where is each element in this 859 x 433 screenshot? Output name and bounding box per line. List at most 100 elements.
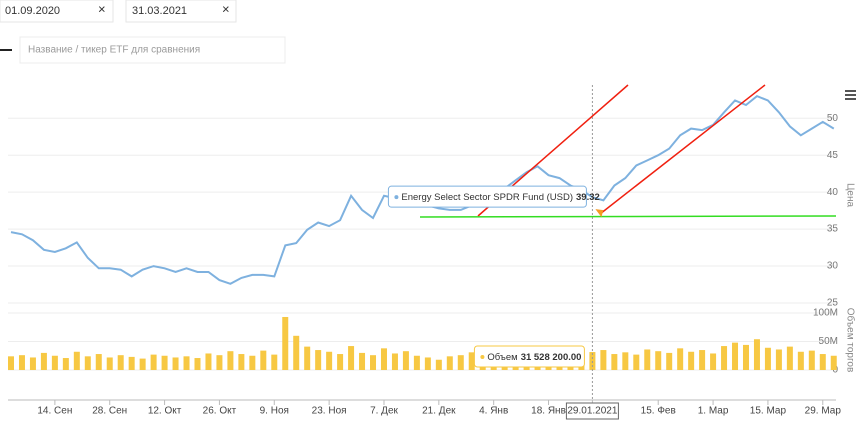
volume-bar bbox=[370, 355, 377, 370]
menu-icon[interactable] bbox=[845, 90, 856, 100]
price-tooltip-text: Energy Select Sector SPDR Fund (USD) 39.3… bbox=[401, 192, 599, 203]
volume-bar bbox=[359, 352, 366, 370]
volume-bar bbox=[205, 353, 212, 370]
volume-bar bbox=[819, 354, 826, 370]
volume-bar bbox=[348, 346, 355, 370]
volume-bar bbox=[710, 353, 717, 370]
y2-tick-label: 100M bbox=[813, 308, 838, 319]
volume-bar bbox=[753, 339, 760, 370]
volume-bar bbox=[260, 350, 267, 370]
clear-icon[interactable]: × bbox=[98, 1, 106, 16]
volume-bar bbox=[786, 346, 793, 370]
x-tick-label: 26. Окт bbox=[203, 406, 237, 417]
volume-bar bbox=[633, 354, 640, 370]
volume-bar bbox=[216, 355, 223, 370]
volume-bar bbox=[435, 359, 442, 370]
x-tick-label: 29.01.2021 bbox=[567, 406, 617, 417]
volume-bar bbox=[150, 354, 157, 370]
series-name: Объем bbox=[487, 352, 517, 363]
clear-icon[interactable]: × bbox=[222, 1, 230, 16]
volume-bar bbox=[293, 335, 300, 370]
x-tick-label: 9. Ноя bbox=[260, 406, 289, 417]
y-axis-title: Цена bbox=[844, 183, 855, 207]
y2-axis-title: Объем торгов bbox=[844, 308, 856, 373]
volume-bar bbox=[29, 357, 36, 370]
trend-line bbox=[599, 84, 766, 215]
volume-bar bbox=[775, 349, 782, 370]
volume-bar bbox=[282, 316, 289, 370]
volume-bar bbox=[721, 346, 728, 370]
volume-bar bbox=[326, 351, 333, 370]
volume-bar bbox=[139, 358, 146, 370]
y-tick-label: 50 bbox=[827, 113, 839, 124]
series-name: Energy Select Sector SPDR Fund (USD) bbox=[401, 192, 573, 203]
volume-bar bbox=[172, 357, 179, 370]
volume-bar bbox=[51, 355, 58, 370]
x-tick-label: 1. Мар bbox=[698, 406, 729, 417]
volume-bar bbox=[446, 356, 453, 370]
date-from-input[interactable] bbox=[0, 0, 114, 23]
y2-tick-label: 0 bbox=[832, 365, 838, 376]
plot-area: 25 30 35 40 45 50 0 50M 100M 14. Сен 28. Сен 12. Ок… bbox=[8, 85, 842, 420]
volume-bar bbox=[8, 356, 14, 370]
volume-bar bbox=[611, 354, 618, 370]
volume-bar bbox=[380, 348, 387, 370]
volume-tooltip bbox=[473, 345, 585, 368]
volume-bar bbox=[106, 357, 113, 370]
x-tick-label: 23. Ноя bbox=[312, 406, 347, 417]
volume-bar bbox=[655, 351, 662, 370]
volume-bar bbox=[424, 357, 431, 370]
volume-bar bbox=[73, 351, 80, 370]
tooltip-dot bbox=[480, 355, 485, 359]
y2-tick-label: 50M bbox=[819, 336, 838, 347]
volume-bar bbox=[391, 353, 398, 370]
volume-bar bbox=[117, 355, 124, 370]
date-to: 31.03.2021 bbox=[132, 5, 187, 17]
volume-bar bbox=[413, 355, 420, 370]
tooltip-dot bbox=[394, 195, 399, 200]
date-to-input[interactable] bbox=[125, 0, 237, 23]
compare-input[interactable] bbox=[19, 36, 286, 64]
volume-bar bbox=[40, 352, 47, 370]
tooltip-value: 39.32 bbox=[576, 192, 600, 203]
volume-bar bbox=[161, 355, 168, 370]
volume-bar bbox=[315, 350, 322, 370]
volume-bar bbox=[644, 349, 651, 370]
volume-bar bbox=[457, 355, 464, 370]
volume-bar bbox=[764, 347, 771, 370]
tooltip-arrow bbox=[595, 209, 604, 218]
x-tick-label: 4. Янв bbox=[479, 406, 508, 417]
tooltip-value: 31 528 200.00 bbox=[521, 352, 582, 363]
volume-bar bbox=[249, 355, 256, 370]
x-tick-label: 18. Янв bbox=[531, 406, 566, 417]
y-tick-label: 40 bbox=[827, 187, 839, 198]
x-tick-label: 29. Мар bbox=[805, 406, 842, 417]
x-tick-label: 21. Дек bbox=[422, 406, 456, 417]
x-tick-label: 28. Сен bbox=[92, 406, 127, 417]
volume-bar bbox=[622, 352, 629, 370]
price-tooltip bbox=[387, 185, 587, 208]
volume-bar bbox=[227, 351, 234, 370]
volume-bar bbox=[95, 354, 102, 370]
volume-bar bbox=[194, 358, 201, 370]
x-tick-label: 15. Фев bbox=[641, 406, 676, 417]
volume-bar bbox=[304, 346, 311, 370]
volume-bar bbox=[18, 355, 25, 370]
support-line bbox=[419, 215, 837, 218]
volume-bar bbox=[742, 344, 749, 370]
volume-bar bbox=[666, 352, 673, 370]
x-tick-label: 12. Окт bbox=[148, 406, 182, 417]
volume-bar bbox=[238, 354, 245, 370]
volume-bar bbox=[337, 354, 344, 370]
x-tick-label: 14. Сен bbox=[37, 406, 72, 417]
volume-bar bbox=[830, 355, 837, 370]
volume-bar bbox=[183, 356, 190, 370]
y-tick-label: 35 bbox=[827, 224, 839, 235]
x-tick-label: 7. Дек bbox=[370, 406, 398, 417]
volume-bar bbox=[62, 358, 69, 370]
date-from: 01.09.2020 bbox=[5, 5, 60, 17]
y-tick-label: 25 bbox=[827, 298, 839, 309]
tooltips: Energy Select Sector SPDR Fund (USD) 39.3… bbox=[387, 185, 604, 368]
